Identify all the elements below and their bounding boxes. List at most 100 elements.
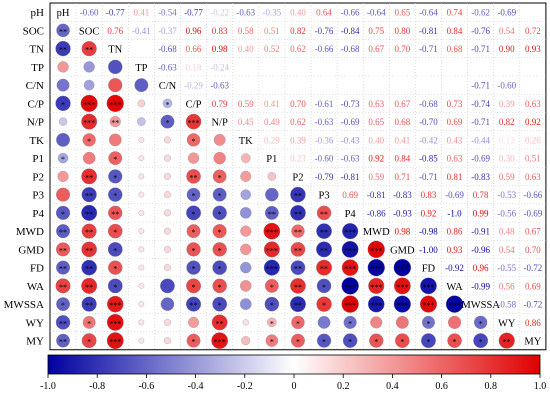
significance-marker: ***: [188, 119, 200, 128]
corr-value-label: -0.64: [419, 8, 438, 18]
significance-marker: **: [294, 210, 302, 219]
corr-value-label: -0.68: [158, 44, 177, 54]
colorbar-tick-label: -1.0: [40, 381, 56, 392]
significance-marker: *: [192, 137, 196, 146]
significance-marker: *: [61, 210, 65, 219]
significance-marker: *: [322, 301, 326, 310]
corr-value-label: -0.24: [210, 62, 229, 72]
corr-circle: [163, 227, 171, 235]
significance-marker: ***: [109, 100, 121, 109]
corr-circle: [108, 133, 122, 147]
corr-circle: [421, 333, 436, 349]
significance-marker: **: [59, 228, 67, 237]
corr-value-label: -0.73: [341, 99, 360, 109]
diagonal-label: MY: [524, 337, 541, 348]
corr-value-label: 0.82: [499, 117, 515, 127]
significance-marker: **: [320, 265, 328, 274]
corr-circle: [109, 116, 121, 128]
significance-marker: *: [270, 338, 274, 347]
corr-circle: [211, 332, 228, 349]
diagonal-label: MWD: [363, 227, 390, 238]
diagonal-label: P3: [319, 191, 330, 202]
corr-circle: [163, 154, 171, 162]
diagonal-label: pH: [57, 8, 70, 19]
corr-circle: [138, 191, 145, 198]
corr-circle: [160, 114, 175, 129]
corr-circle: [290, 205, 306, 221]
corr-circle: [138, 137, 145, 143]
corr-circle: [57, 170, 69, 182]
significance-marker: **: [59, 46, 67, 55]
corr-circle: [81, 168, 98, 185]
corr-circle: [107, 223, 123, 239]
corr-value-label: -0.66: [341, 8, 360, 18]
corr-circle: [108, 260, 123, 275]
corr-circle: [240, 225, 252, 237]
significance-marker: ***: [396, 265, 408, 274]
colorbar-tick-label: 0.8: [485, 381, 498, 392]
corr-circle: [137, 117, 146, 126]
corr-circle: [367, 259, 385, 277]
row-label: MWD: [16, 226, 44, 238]
colorbar-tick-label: -0.8: [89, 381, 105, 392]
row-label: TP: [31, 62, 44, 74]
corr-circle: [56, 297, 70, 311]
corr-value-label: -0.60: [497, 81, 516, 91]
corr-circle: [186, 333, 201, 348]
corr-circle: [163, 136, 171, 144]
corr-circle: [445, 295, 464, 313]
corr-value-label: 0.49: [264, 117, 280, 127]
corr-circle: [187, 152, 200, 164]
corr-value-label: 0.18: [186, 62, 202, 72]
significance-marker: **: [294, 301, 302, 310]
corr-value-label: 0.63: [525, 99, 541, 109]
significance-marker: **: [216, 319, 224, 328]
significance-marker: **: [85, 210, 93, 219]
corr-circle: [81, 241, 97, 258]
corr-value-label: -0.71: [419, 44, 438, 54]
corr-value-label: 0.63: [525, 172, 541, 182]
row-label: FD: [30, 263, 44, 275]
corr-value-label: -0.81: [419, 26, 438, 36]
corr-circle: [264, 278, 279, 293]
corr-value-label: 0.29: [264, 135, 280, 145]
corr-circle: [163, 172, 171, 180]
corr-value-label: -0.35: [262, 8, 281, 18]
corr-circle: [240, 280, 252, 292]
diagonal-label: TN: [108, 45, 122, 56]
significance-marker: *: [192, 265, 196, 274]
corr-value-label: 0.86: [525, 318, 541, 328]
corr-circle: [163, 245, 171, 253]
corr-value-label: -0.43: [341, 135, 360, 145]
corr-value-label: 0.68: [394, 117, 410, 127]
significance-marker: *: [296, 338, 300, 347]
corr-circle: [81, 277, 98, 294]
significance-marker: **: [85, 246, 93, 255]
corr-circle: [56, 187, 71, 202]
corr-value-label: -0.69: [471, 154, 490, 164]
corr-value-label: -0.29: [184, 81, 203, 91]
significance-marker: **: [320, 246, 328, 255]
corr-circle: [163, 191, 171, 199]
significance-marker: *: [165, 100, 169, 109]
corr-value-label: 0.65: [394, 8, 410, 18]
significance-marker: **: [85, 301, 93, 310]
corr-circle: [138, 173, 145, 180]
significance-marker: *: [479, 338, 483, 347]
corr-value-label: -0.81: [341, 172, 360, 182]
corr-circle: [138, 283, 145, 289]
corr-circle: [263, 222, 281, 240]
corr-circle: [138, 246, 145, 253]
corr-value-label: 0.75: [368, 26, 384, 36]
corr-circle: [57, 61, 69, 73]
corr-circle: [473, 333, 489, 349]
corr-circle: [264, 296, 280, 312]
corr-circle: [185, 113, 202, 130]
significance-marker: *: [61, 100, 65, 109]
labels-layer: pHSOCTNTPC/NC/PN/PTKP1P2P3P4MWDGMDFDWAMW…: [4, 7, 543, 348]
corr-value-label: 0.67: [368, 44, 384, 54]
corr-circle: [163, 264, 171, 272]
significance-marker: **: [85, 173, 93, 182]
diagonal-label: C/N: [159, 81, 177, 92]
significance-marker: *: [218, 228, 222, 237]
